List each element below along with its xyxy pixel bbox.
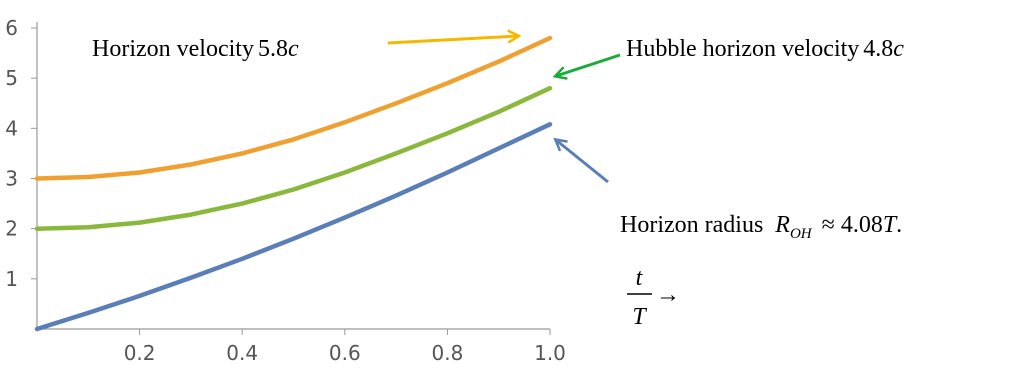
horizon-velocity-label: Horizon velocity 5.8c [92, 36, 299, 62]
x-hint-arrow: → [656, 282, 680, 308]
axes [36, 22, 550, 330]
series-line-3 [34, 122, 553, 332]
series-group [34, 35, 553, 332]
series-line-2 [34, 85, 553, 231]
y-tick-label: 6 [5, 16, 18, 40]
ticks: 0.2 0.4 0.6 0.8 1.0 1 2 3 4 5 6 [5, 16, 566, 365]
y-tick-label: 5 [5, 66, 18, 90]
hubble-velocity-label: Hubble horizon velocity 4.8c [626, 36, 904, 62]
series-line-1 [34, 35, 553, 181]
y-tick-label: 1 [5, 267, 18, 291]
x-tick-label: 1.0 [534, 341, 566, 365]
x-tick-label: 0.6 [329, 341, 361, 365]
x-axis-hint: t T → [627, 265, 680, 330]
hubble-velocity-arrow [556, 53, 621, 76]
x-tick-label: 0.4 [226, 341, 258, 365]
horizon-velocity-arrow [387, 36, 518, 45]
horizon-radius-arrow [556, 140, 609, 184]
y-tick-label: 2 [5, 217, 18, 241]
x-hint-denominator: T [632, 304, 647, 330]
x-hint-numerator: t [636, 265, 644, 291]
y-tick-label: 3 [5, 167, 18, 191]
y-tick-label: 4 [5, 116, 18, 140]
x-tick-label: 0.2 [124, 341, 156, 365]
x-tick-label: 0.8 [431, 341, 463, 365]
horizon-radius-label: Horizon radius ROH ≈ 4.08T. [620, 212, 902, 242]
